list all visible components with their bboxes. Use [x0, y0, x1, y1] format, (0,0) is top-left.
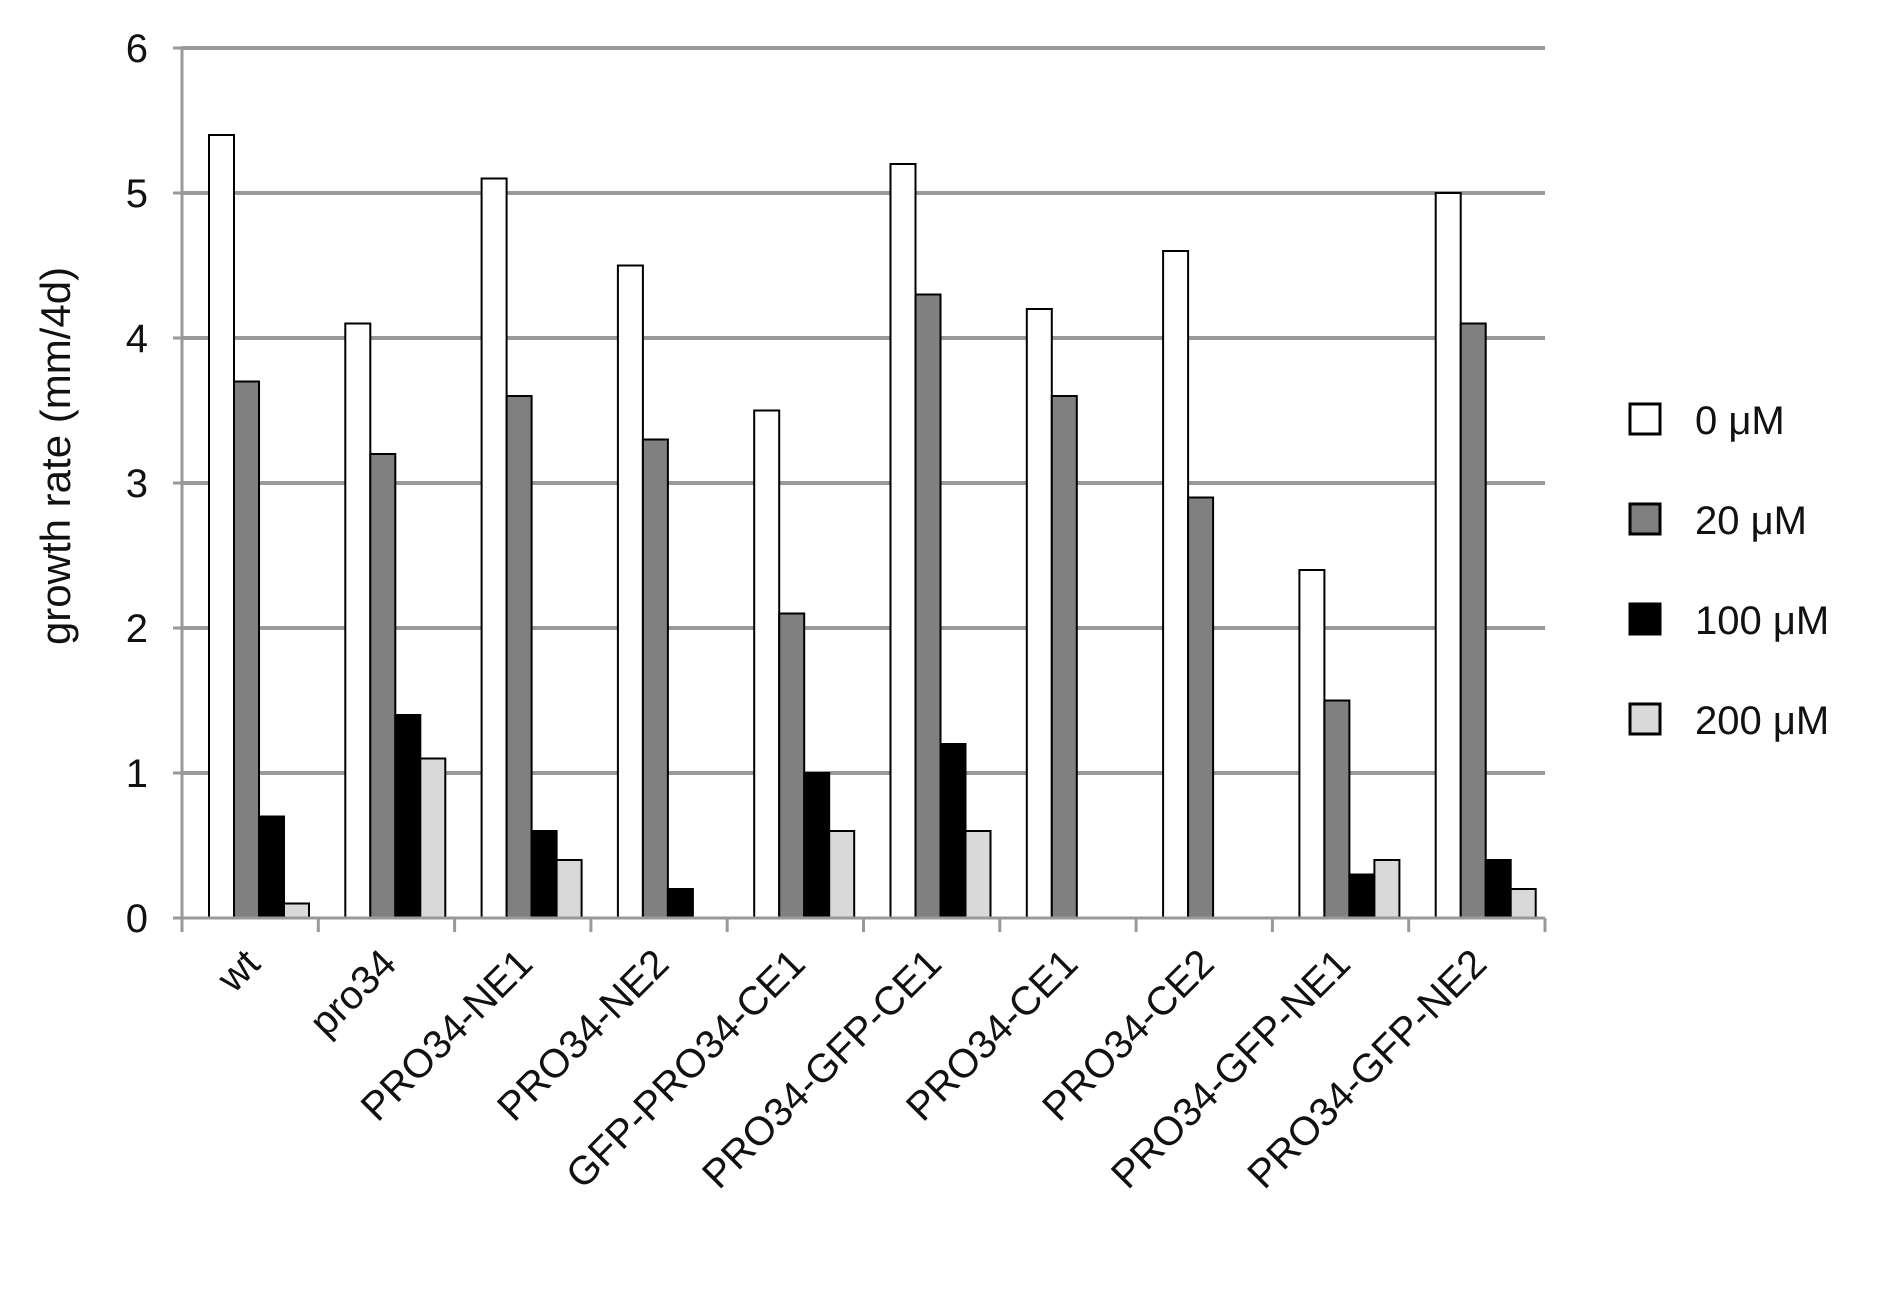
y-tick-label: 3	[126, 462, 148, 506]
x-tick-label: GFP-PRO34-CE1	[558, 941, 814, 1197]
x-tick-label: PRO34-GFP-NE2	[1239, 941, 1495, 1197]
x-tick-labels: wt pro34PRO34-NE1PRO34-NE2GFP-PRO34-CE1PR…	[208, 941, 1495, 1197]
legend-label: 100 μM	[1695, 599, 1829, 643]
bar	[369, 453, 397, 919]
bar	[939, 743, 967, 919]
bar	[616, 264, 644, 919]
bar	[666, 888, 694, 919]
y-tick-label: 2	[126, 607, 148, 651]
y-tick-labels: 0 1 2 3 4 5 6	[126, 27, 148, 941]
legend-label: 200 μM	[1695, 699, 1829, 743]
bar	[394, 714, 422, 919]
x-tick-label: PRO34-GFP-NE1	[1103, 941, 1359, 1197]
bar	[828, 830, 856, 919]
bar	[889, 163, 917, 919]
legend-swatch	[1628, 502, 1662, 536]
bar	[1025, 308, 1053, 919]
bar	[1459, 322, 1487, 919]
bar	[964, 830, 992, 919]
bar	[344, 322, 372, 919]
bars	[208, 134, 1537, 919]
bar	[233, 380, 260, 919]
legend-label: 20 μM	[1695, 499, 1807, 543]
bar	[778, 612, 806, 919]
legend: 0 μM 20 μM 100 μM 200 μM	[1628, 399, 1829, 743]
x-tick-label: pro34	[301, 941, 404, 1044]
y-tick-label: 4	[126, 317, 148, 361]
bar	[803, 772, 831, 919]
bar	[258, 815, 285, 919]
y-tick-label: 5	[126, 172, 148, 216]
x-tick-label: PRO34-GFP-CE1	[694, 941, 950, 1197]
bar	[480, 177, 508, 919]
bar	[753, 409, 781, 919]
bar	[1162, 250, 1190, 919]
y-axis-title: growth rate (mm/4d)	[32, 267, 79, 645]
y-tick-label: 1	[126, 752, 148, 796]
bar	[1298, 569, 1326, 919]
bar	[505, 395, 533, 919]
legend-swatch	[1628, 702, 1662, 736]
y-tick-label: 6	[126, 27, 148, 71]
bar	[1373, 859, 1401, 919]
legend-swatch	[1628, 402, 1662, 436]
bar	[1187, 496, 1215, 919]
bar	[1348, 873, 1376, 919]
bar	[419, 757, 447, 919]
bar	[1323, 699, 1351, 919]
bar	[1509, 888, 1537, 919]
bar	[555, 859, 583, 919]
bar	[1434, 192, 1462, 919]
bar	[283, 902, 310, 919]
bar	[1484, 859, 1512, 919]
bar	[914, 293, 942, 919]
bar	[208, 134, 235, 919]
bar	[530, 830, 558, 919]
legend-swatch	[1628, 602, 1662, 636]
bar	[1050, 395, 1078, 919]
axes	[173, 46, 1547, 932]
x-tick-label: wt	[208, 941, 268, 1001]
bar	[641, 438, 669, 919]
legend-label: 0 μM	[1695, 399, 1785, 443]
y-tick-label: 0	[126, 897, 148, 941]
